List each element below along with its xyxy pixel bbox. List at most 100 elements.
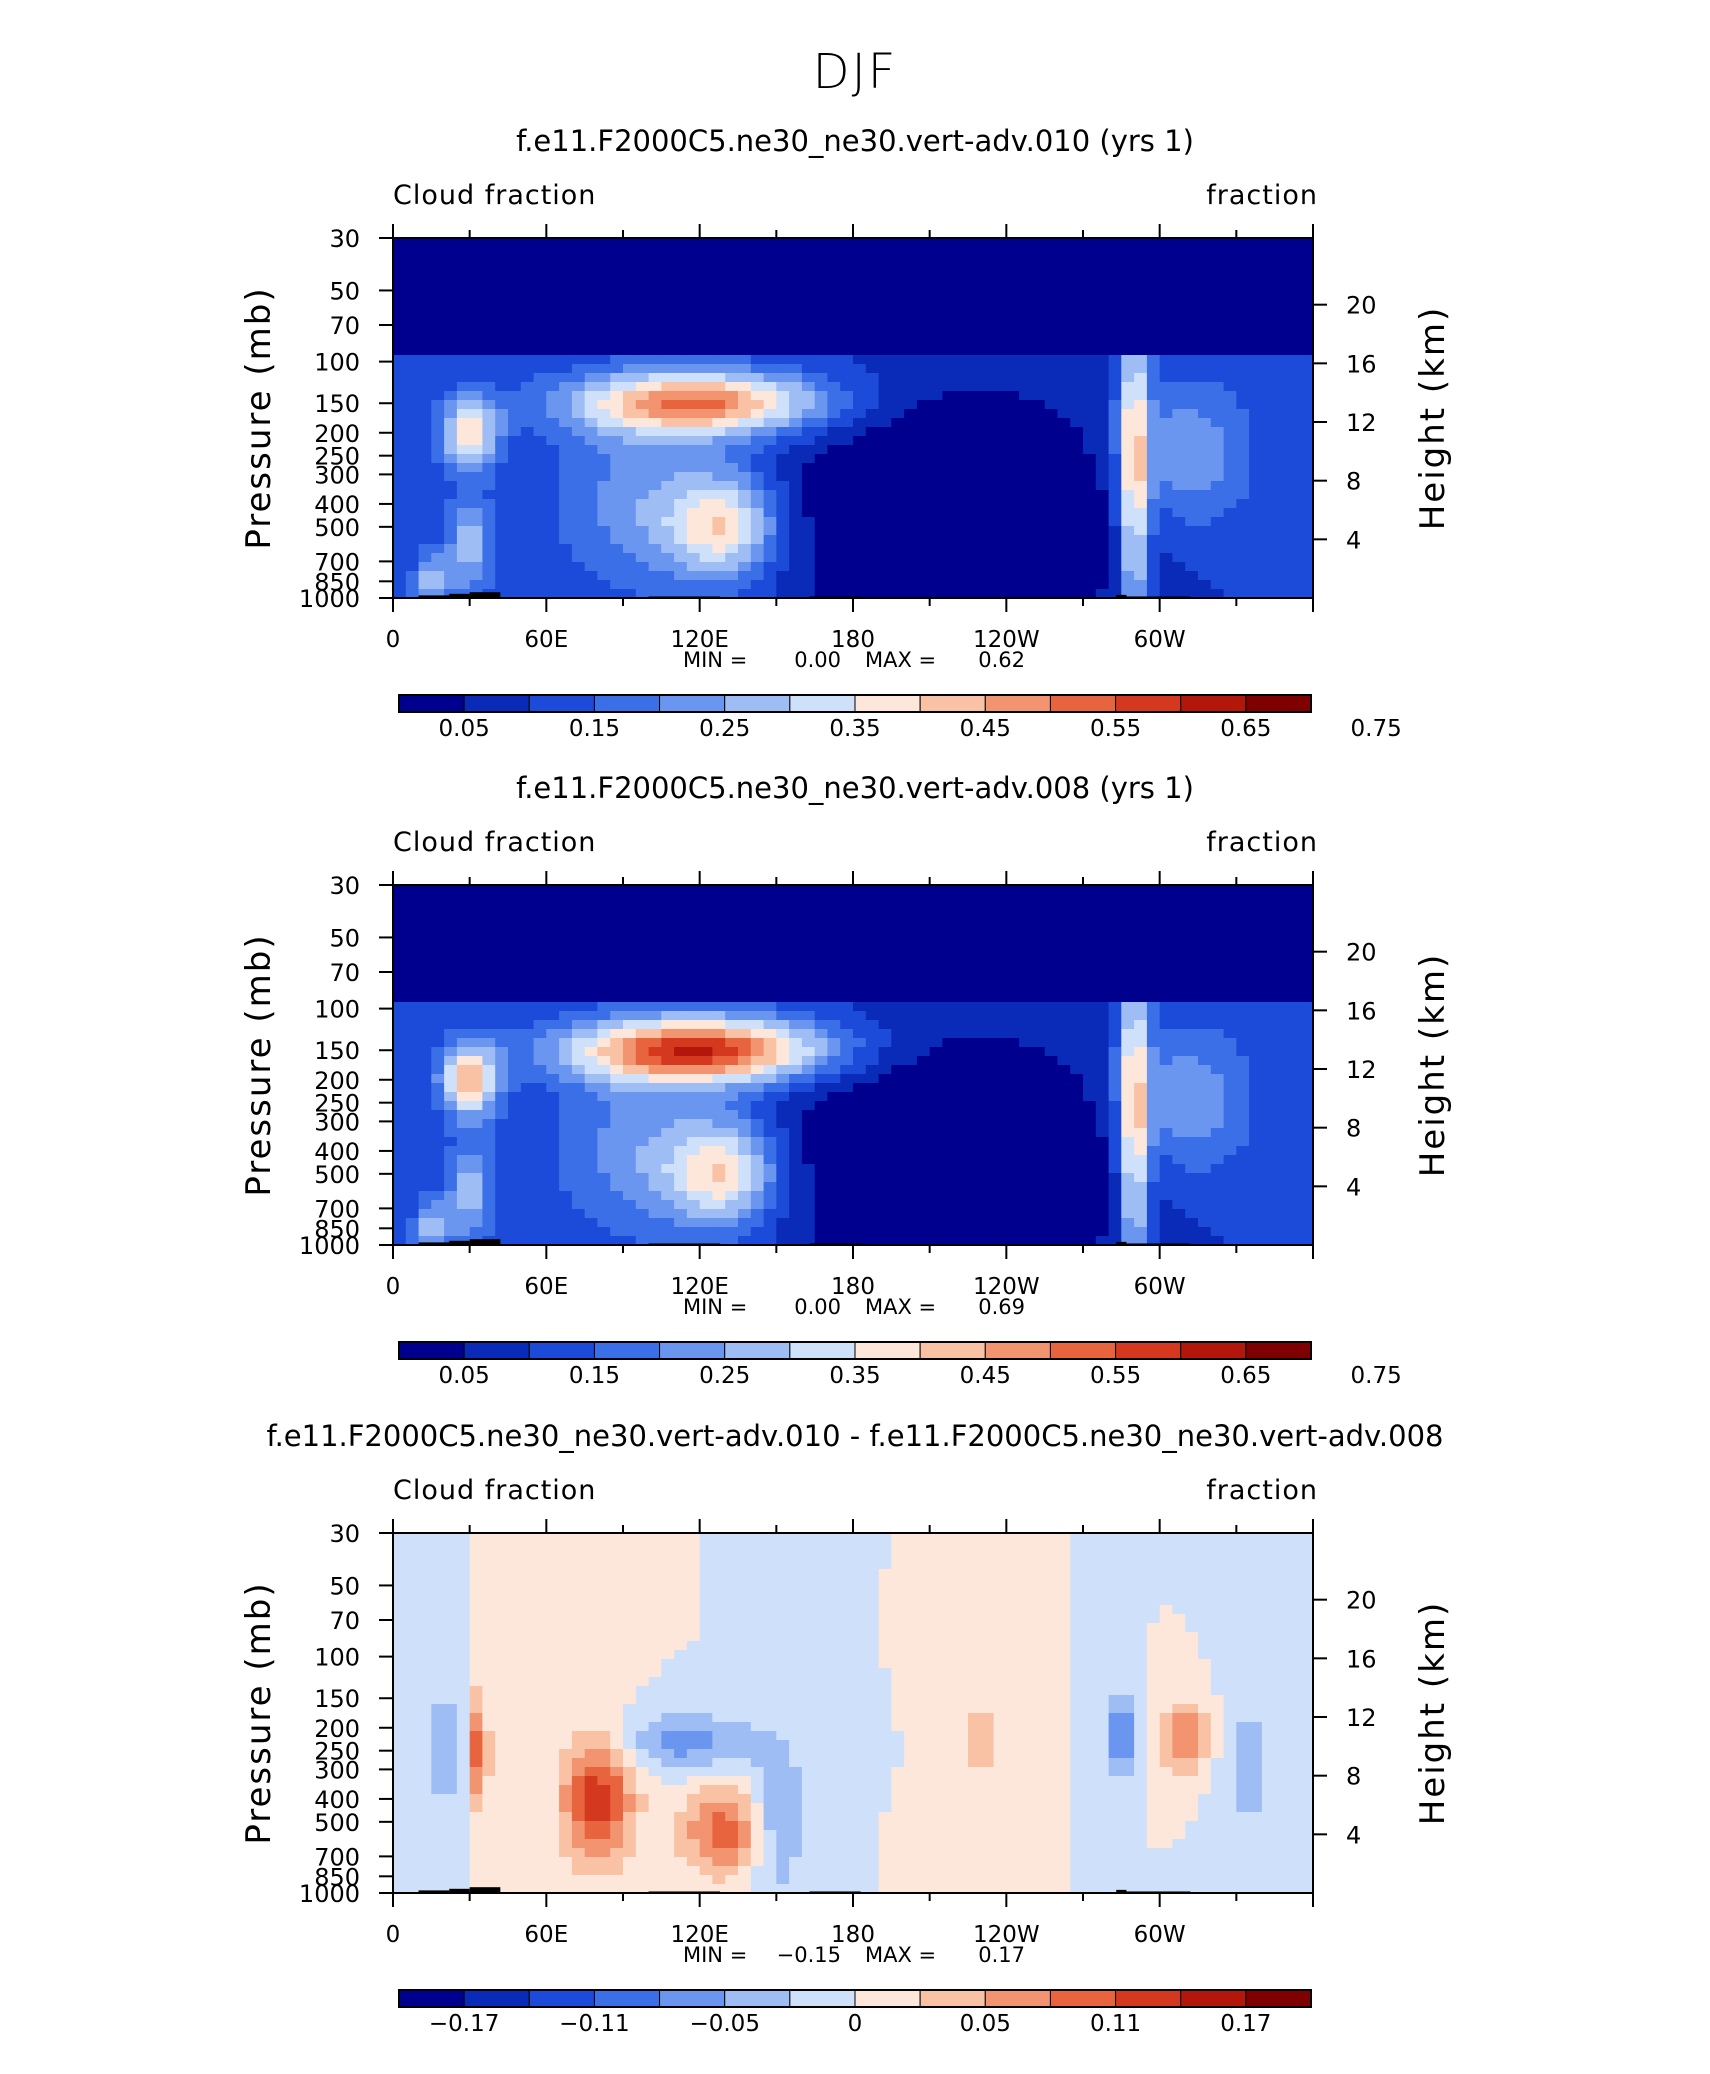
heatmap-cell: [1249, 535, 1263, 545]
heatmap-cell: [699, 391, 714, 401]
heatmap-cell: [393, 993, 407, 1003]
heatmap-cell: [789, 427, 803, 437]
heatmap-cell: [1223, 1011, 1237, 1021]
heatmap-cell: [571, 436, 586, 446]
heatmap-cell: [725, 319, 739, 329]
heatmap-cell: [763, 256, 777, 266]
heatmap-cell: [495, 517, 509, 527]
heatmap-cell: [1159, 310, 1174, 320]
heatmap-cell: [597, 948, 611, 958]
heatmap-cell: [559, 292, 573, 302]
heatmap-cell: [993, 930, 1007, 940]
heatmap-cell: [763, 1002, 777, 1012]
heatmap-cell: [968, 1101, 982, 1111]
heatmap-cell: [1159, 1083, 1174, 1093]
heatmap-cell: [916, 1083, 931, 1093]
heatmap-cell: [865, 1092, 880, 1102]
topography-block: [1116, 594, 1127, 598]
heatmap-cell: [801, 247, 816, 257]
heatmap-cell: [1095, 966, 1110, 976]
heatmap-cell: [980, 490, 995, 500]
heatmap-cell: [661, 409, 675, 419]
heatmap-cell: [1236, 1119, 1250, 1129]
heatmap-cell: [456, 328, 471, 338]
heatmap-cell: [738, 355, 752, 365]
heatmap-cell: [559, 481, 573, 491]
heatmap-cell: [789, 364, 803, 374]
heatmap-cell: [1300, 436, 1314, 446]
heatmap-cell: [482, 274, 496, 284]
heatmap-cell: [1095, 463, 1110, 473]
heatmap-cell: [1134, 589, 1148, 599]
heatmap-cell: [814, 957, 829, 967]
heatmap-cell: [904, 409, 918, 419]
heatmap-cell: [597, 481, 611, 491]
heatmap-cell: [686, 454, 701, 464]
heatmap-cell: [1083, 454, 1097, 464]
heatmap-cell: [597, 283, 611, 293]
heatmap-cell: [1134, 993, 1148, 1003]
heatmap-cell: [699, 553, 714, 563]
heatmap-cell: [750, 526, 765, 536]
y-right-tick-label: 12: [1346, 409, 1377, 437]
heatmap-cell: [993, 427, 1007, 437]
heatmap-cell: [1057, 409, 1071, 419]
heatmap-cell: [789, 948, 803, 958]
heatmap-cell: [916, 256, 931, 266]
heatmap-cell: [1006, 454, 1020, 464]
heatmap-cell: [393, 301, 407, 311]
heatmap-cell: [405, 589, 420, 599]
heatmap-cell: [942, 939, 956, 949]
heatmap-cell: [1172, 993, 1186, 1003]
heatmap-cell: [418, 580, 432, 590]
heatmap-cell: [891, 445, 905, 455]
heatmap-cell: [1031, 247, 1046, 257]
heatmap-cell: [1159, 400, 1174, 410]
heatmap-cell: [648, 463, 662, 473]
heatmap-cell: [482, 517, 496, 527]
heatmap-cell: [1210, 939, 1225, 949]
heatmap-cell: [904, 580, 918, 590]
heatmap-cell: [546, 472, 560, 482]
heatmap-cell: [1159, 589, 1174, 599]
heatmap-cell: [1044, 310, 1059, 320]
heatmap-cell: [1044, 1101, 1059, 1111]
heatmap-cell: [444, 966, 458, 976]
heatmap-cell: [814, 283, 829, 293]
heatmap-cell: [418, 400, 432, 410]
heatmap-cell: [1249, 301, 1263, 311]
heatmap-cell: [1121, 939, 1135, 949]
heatmap-cell: [1261, 1119, 1276, 1129]
heatmap-cell: [1019, 1056, 1033, 1066]
heatmap-cell: [648, 1002, 662, 1012]
heatmap-cell: [699, 328, 714, 338]
heatmap-cell: [1006, 1056, 1020, 1066]
heatmap-cell: [1108, 283, 1122, 293]
heatmap-cell: [1223, 993, 1237, 1003]
heatmap-cell: [431, 1083, 445, 1093]
heatmap-cell: [508, 301, 522, 311]
heatmap-cell: [955, 301, 969, 311]
heatmap-cell: [1287, 1002, 1301, 1012]
heatmap-cell: [916, 292, 931, 302]
heatmap-cell: [1031, 292, 1046, 302]
heatmap-cell: [712, 454, 726, 464]
y-tick-label: 400: [314, 491, 360, 519]
heatmap-cell: [571, 535, 586, 545]
heatmap-cell: [750, 957, 765, 967]
heatmap-cell: [1236, 885, 1250, 895]
heatmap-cell: [916, 571, 931, 581]
heatmap-cell: [789, 454, 803, 464]
heatmap-cell: [763, 1011, 777, 1021]
heatmap-cell: [393, 1029, 407, 1039]
heatmap-cell: [1006, 589, 1020, 599]
heatmap-cell: [1236, 526, 1250, 536]
colorbar-label: 0.05: [439, 716, 490, 742]
heatmap-cell: [865, 310, 880, 320]
heatmap-cell: [610, 265, 624, 275]
heatmap-cell: [1261, 256, 1276, 266]
heatmap-cell: [968, 975, 982, 985]
heatmap-cell: [1019, 526, 1033, 536]
heatmap-cell: [1198, 921, 1212, 931]
